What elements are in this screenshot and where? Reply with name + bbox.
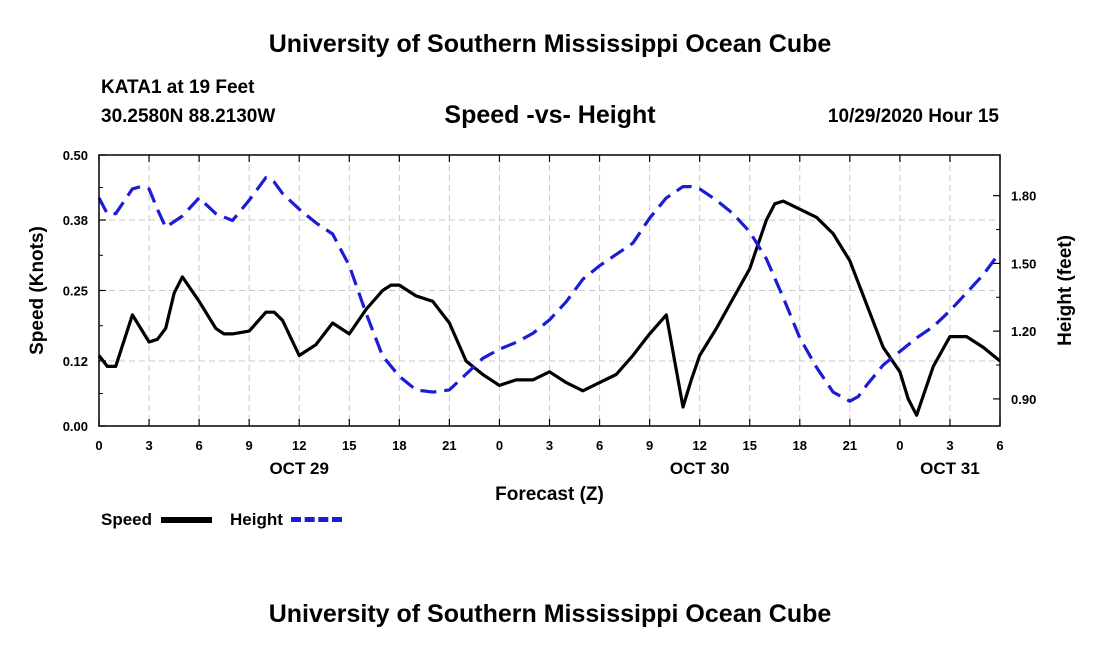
legend-height-label: Height — [230, 510, 283, 529]
ticks: 0 3 6 9 12 15 18 21 0 3 6 9 12 15 18 21 0 3 6 0.00 0.12 0.25 0… — [63, 148, 1037, 478]
y2-tick-label: 1.50 — [1011, 256, 1036, 271]
series-group — [97, 176, 1002, 417]
x-tick-label: 0 — [95, 438, 102, 453]
legend-speed-label: Speed — [101, 510, 153, 529]
x-tick-label: 18 — [392, 438, 406, 453]
legend-height-swatch — [291, 517, 342, 522]
date-label: OCT 30 — [670, 459, 730, 478]
page-title: University of Southern Mississippi Ocean… — [268, 30, 832, 58]
y-tick-label: 0.50 — [63, 148, 88, 163]
y2-tick-label: 1.20 — [1011, 324, 1036, 339]
x-tick-label: 3 — [145, 438, 152, 453]
date-label: OCT 29 — [269, 459, 329, 478]
x-tick-label: 6 — [195, 438, 202, 453]
footer-title: University of Southern Mississippi Ocean… — [268, 600, 832, 628]
x-tick-label: 6 — [596, 438, 603, 453]
chart-title: Speed -vs- Height — [444, 101, 656, 129]
legend-speed-swatch — [161, 517, 212, 523]
x-tick-label: 21 — [843, 438, 857, 453]
x-tick-label: 15 — [742, 438, 756, 453]
x-tick-label: 12 — [292, 438, 306, 453]
x-tick-label: 3 — [546, 438, 553, 453]
speed-series-line — [97, 199, 1002, 417]
y-tick-label: 0.12 — [63, 354, 88, 369]
y-tick-label: 0.00 — [63, 419, 88, 434]
date-label: OCT 31 — [920, 459, 980, 478]
x-tick-label: 12 — [692, 438, 706, 453]
y2-tick-label: 1.80 — [1011, 189, 1036, 204]
x-tick-label: 18 — [793, 438, 807, 453]
station-label: KATA1 at 19 Feet — [101, 77, 255, 98]
y2-axis-title: Height (feet) — [1055, 235, 1076, 346]
height-series-line — [97, 176, 1002, 403]
y-axis-title: Speed (Knots) — [27, 226, 48, 355]
x-tick-label: 0 — [896, 438, 903, 453]
x-tick-label: 9 — [246, 438, 253, 453]
forecast-timestamp: 10/29/2020 Hour 15 — [827, 106, 999, 127]
y-tick-label: 0.25 — [63, 284, 88, 299]
x-tick-label: 3 — [946, 438, 953, 453]
grid — [99, 155, 1000, 426]
y-tick-label: 0.38 — [63, 213, 88, 228]
x-tick-label: 9 — [646, 438, 653, 453]
x-axis-title: Forecast (Z) — [495, 484, 604, 505]
x-tick-label: 15 — [342, 438, 356, 453]
x-tick-label: 21 — [442, 438, 456, 453]
x-tick-label: 6 — [996, 438, 1003, 453]
coordinates-label: 30.2580N 88.2130W — [101, 106, 276, 127]
y2-tick-label: 0.90 — [1011, 392, 1036, 407]
x-tick-label: 0 — [496, 438, 503, 453]
